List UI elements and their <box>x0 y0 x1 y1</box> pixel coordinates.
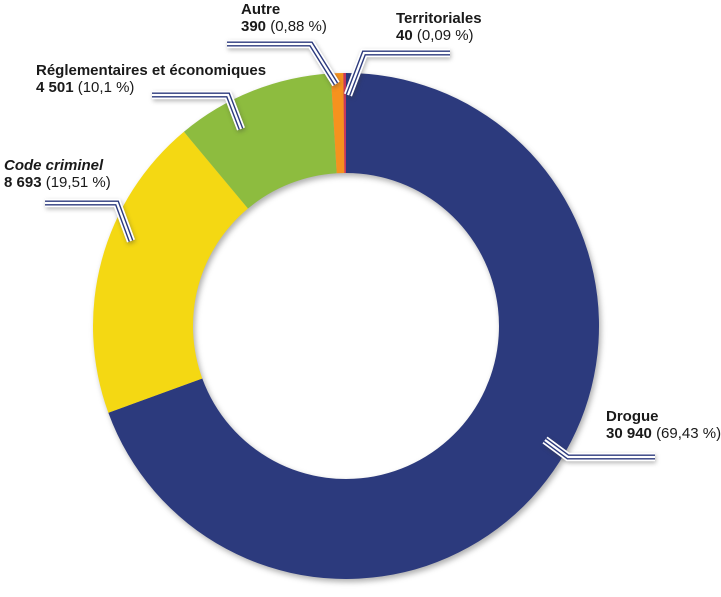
slice-percentage: (0,88 %) <box>270 18 327 35</box>
slice-reglementaires-economiques <box>183 73 337 209</box>
slice-callout-territoriales: Territoriales 40 (0,09 %) <box>396 10 482 44</box>
slice-label: Territoriales <box>396 10 482 27</box>
leader-line-autre <box>227 39 340 87</box>
slice-value: 40 <box>396 27 413 44</box>
slice-percentage: (0,09 %) <box>416 27 474 44</box>
slice-value: 30 940 <box>606 425 652 442</box>
slice-percentage: (10,1 %) <box>77 79 135 96</box>
slice-callout-reglementaires: Réglementaires et économiques 4 501 (10,… <box>36 62 266 96</box>
slice-callout-code-criminel: Code criminel 8 693 (19,51 %) <box>4 157 111 191</box>
slice-percentage: (69,43 %) <box>656 425 721 442</box>
leader-line-drogue <box>542 436 655 462</box>
slice-value-line: 8 693 (19,51 %) <box>4 174 111 191</box>
slice-percentage: (19,51 %) <box>45 174 111 191</box>
leader-line-territoriales <box>344 48 450 97</box>
leader-line-code-criminel <box>45 198 135 243</box>
slice-code-criminel <box>93 131 248 413</box>
slice-value: 390 <box>241 18 267 35</box>
slice-label: Code criminel <box>4 157 104 174</box>
donut-slices <box>93 72 600 579</box>
slice-value-line: 30 940 (69,43 %) <box>606 425 721 442</box>
slice-label: Réglementaires et économiques <box>36 62 267 79</box>
slice-drogue <box>108 73 600 579</box>
slice-value: 8 693 <box>4 174 42 191</box>
slice-label: Autre <box>241 1 281 18</box>
slice-autre <box>330 73 346 174</box>
slice-value-line: 390 (0,88 %) <box>241 18 327 35</box>
slice-label: Drogue <box>606 408 659 425</box>
leader-lines <box>45 39 655 462</box>
slice-value: 4 501 <box>36 79 74 96</box>
slice-callout-drogue: Drogue 30 940 (69,43 %) <box>606 408 721 442</box>
slice-value-line: 4 501 (10,1 %) <box>36 79 266 96</box>
slice-callout-autre: Autre 390 (0,88 %) <box>241 1 327 35</box>
slice-value-line: 40 (0,09 %) <box>396 27 482 44</box>
slice-territoriales <box>343 72 346 174</box>
leader-line-reglementaires <box>152 90 245 131</box>
